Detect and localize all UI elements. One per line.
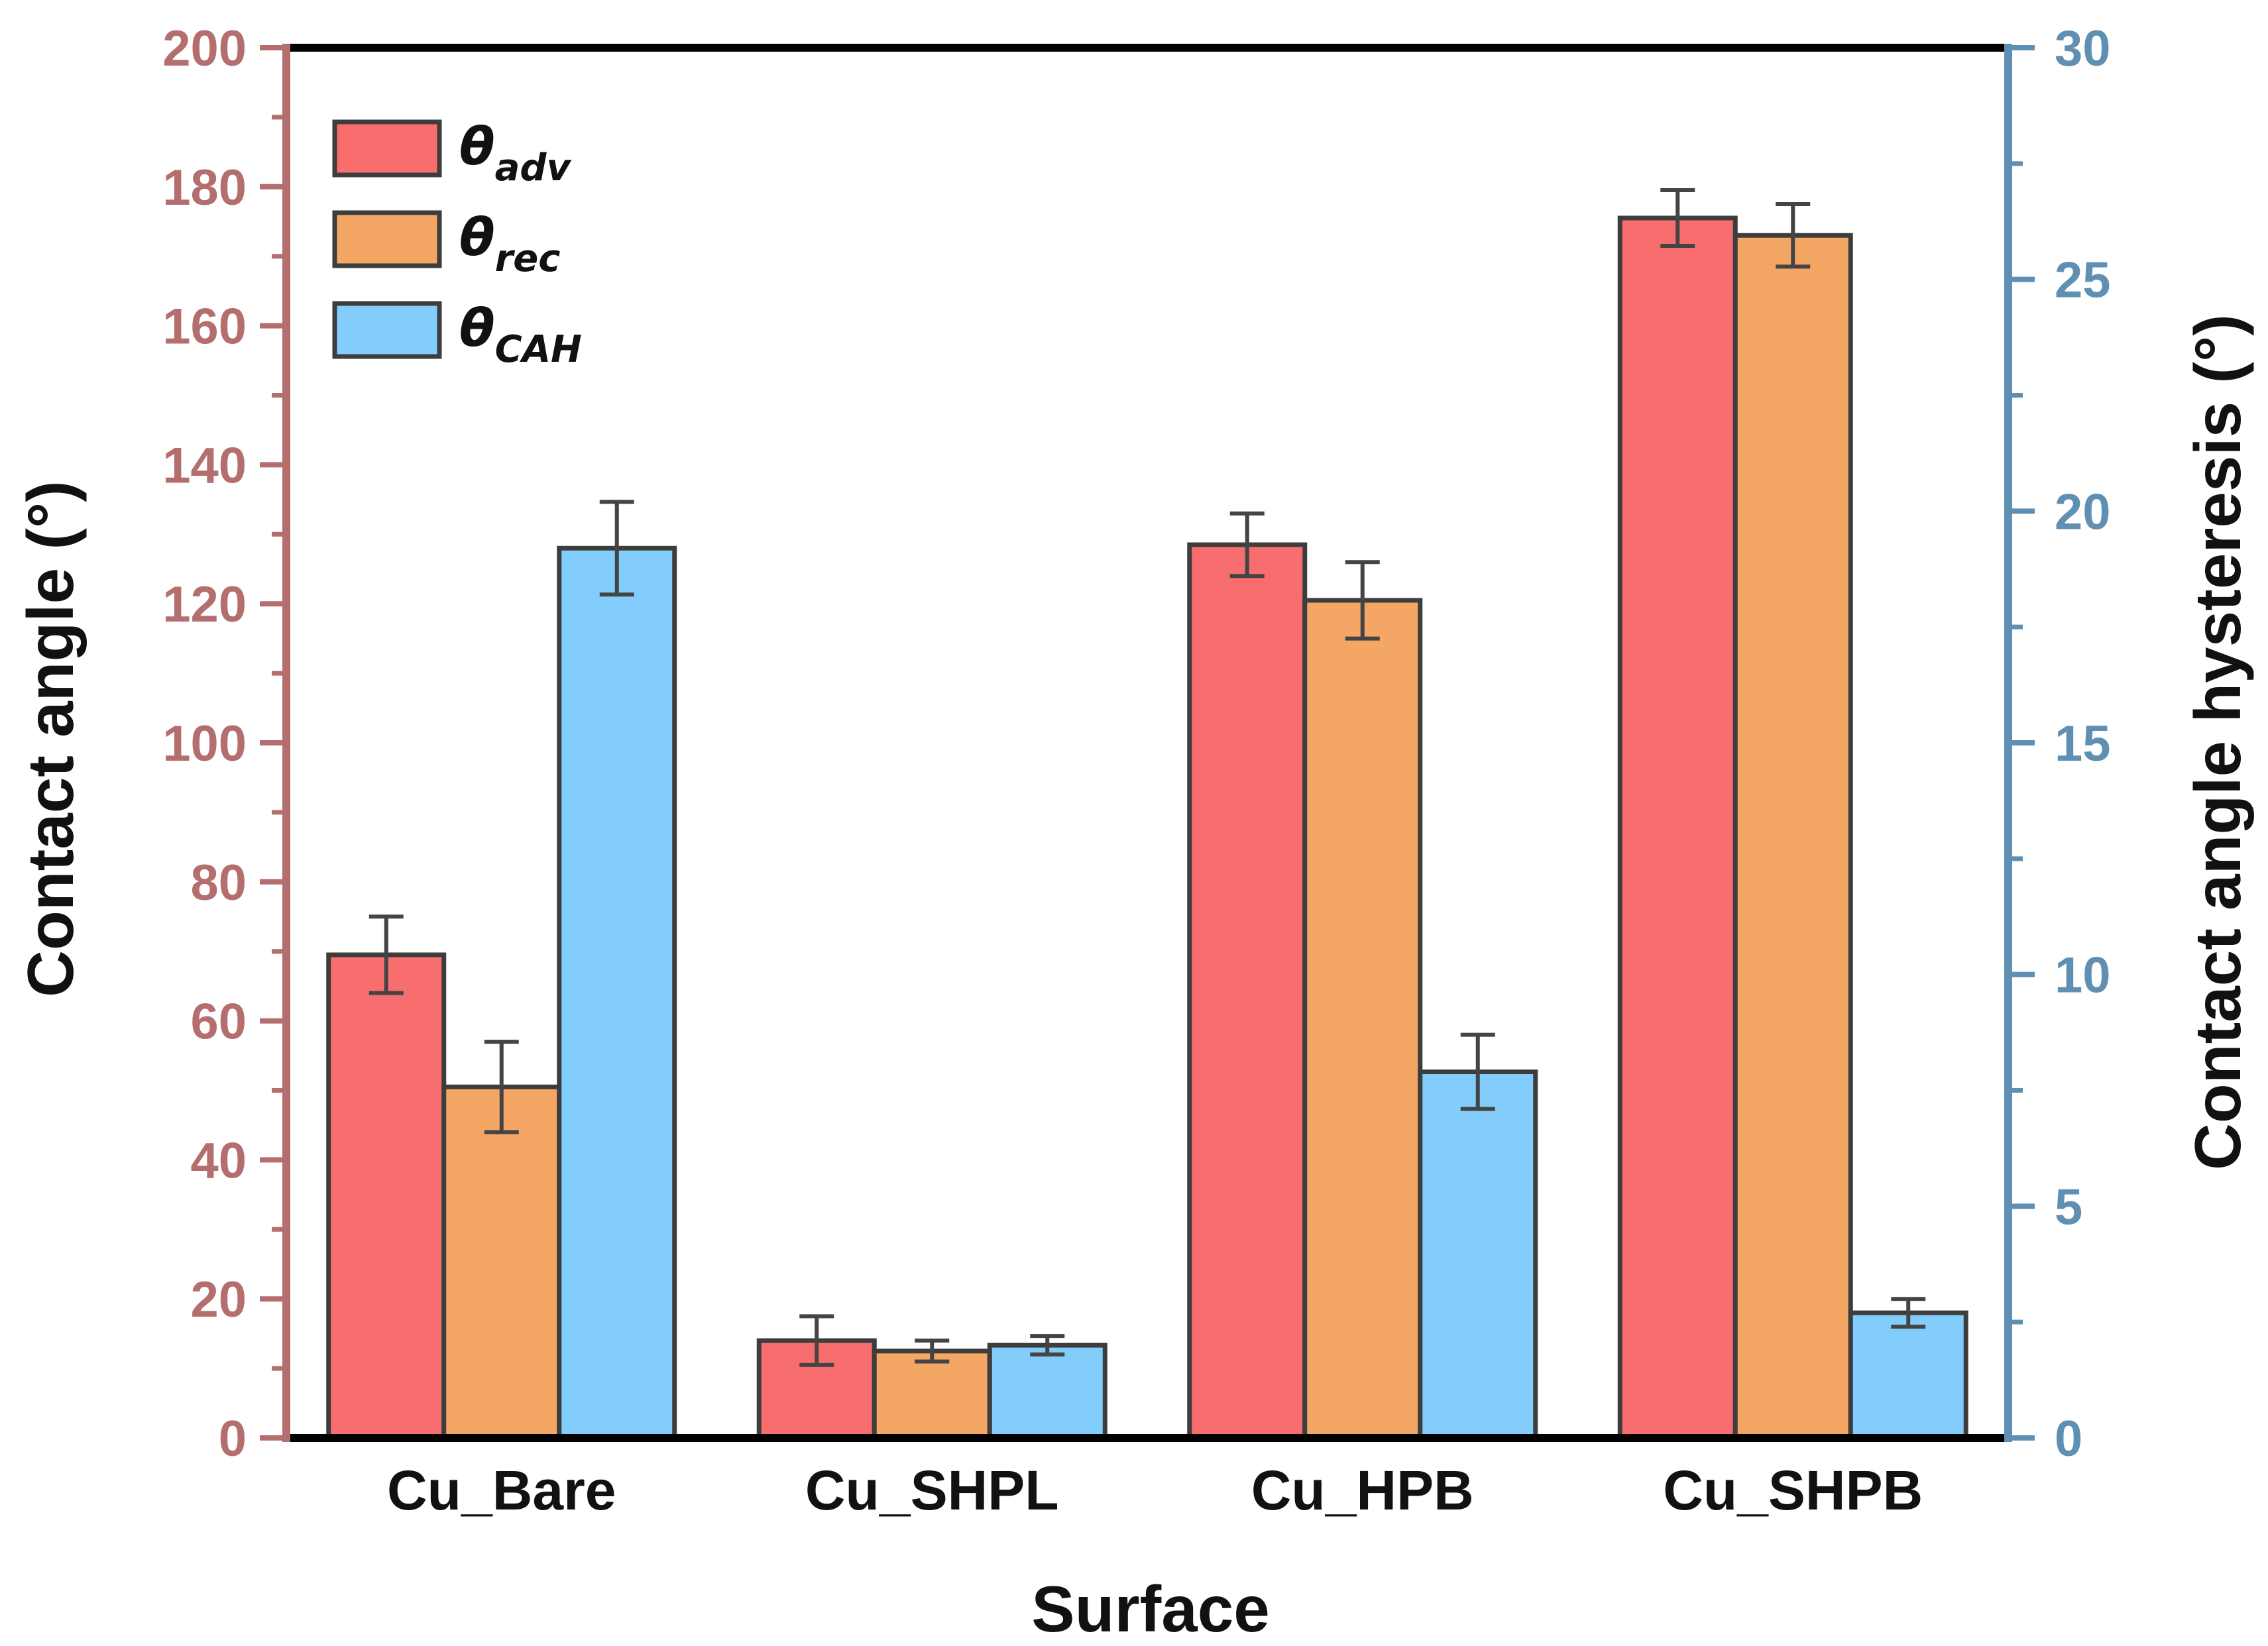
x-tick-label-cu-hpb: Cu_HPB [1251, 1459, 1474, 1521]
legend-label-cah: θCAH [459, 299, 582, 371]
legend-swatch-rec [332, 210, 442, 268]
legend-subscript: rec [495, 237, 561, 280]
y-tick-label: 100 [162, 716, 247, 772]
y2-tick-label: 30 [2055, 21, 2111, 77]
y2-tick-label: 20 [2055, 484, 2111, 540]
legend-label-rec: θrec [459, 208, 560, 280]
legend-swatch-adv [332, 119, 442, 178]
y2-tick-label: 25 [2055, 252, 2111, 309]
axes-layer: 0 20 40 60 80 100 120 140 160 180 200 0 5 10 15 20 25 30 C… [162, 21, 2110, 1521]
bar-cah-cu-hpb [1418, 1070, 1538, 1441]
y2-tick-label: 10 [2055, 948, 2111, 1004]
x-tick-label-cu-shpb: Cu_SHPB [1663, 1459, 1923, 1521]
legend-label-adv: θadv [459, 117, 571, 190]
bar-rec-cu-shpb [1732, 233, 1853, 1441]
legend-swatch-cah [332, 301, 442, 359]
y-tick-label: 0 [219, 1411, 247, 1467]
bars-layer [326, 215, 1968, 1441]
bar-rec-cu-hpb [1302, 598, 1423, 1441]
bar-rec-cu-shpl [872, 1348, 992, 1441]
y2-tick-label: 0 [2055, 1411, 2082, 1467]
y-tick-label: 80 [190, 855, 247, 911]
x-tick-label-cu-bare: Cu_Bare [387, 1459, 616, 1521]
y2-tick-label: 15 [2055, 716, 2111, 772]
y-tick-label: 20 [190, 1272, 247, 1328]
legend: θadv θrec θCAH [332, 117, 582, 371]
y-axis-title: Contact angle (°) [14, 480, 87, 997]
error-bars-layer [369, 188, 1926, 1367]
y-tick-label: 40 [190, 1132, 247, 1189]
bar-cah-cu-shpl [987, 1343, 1107, 1441]
y-tick-label: 120 [162, 576, 247, 633]
x-tick-label-cu-shpl: Cu_SHPL [805, 1459, 1059, 1521]
bar-adv-cu-bare [326, 952, 447, 1441]
bar-cah-cu-shpb [1848, 1310, 1968, 1441]
bar-adv-cu-shpb [1617, 215, 1738, 1441]
bar-cah-cu-bare [557, 545, 677, 1441]
legend-subscript: CAH [495, 328, 582, 371]
y-tick-label: 160 [162, 299, 247, 355]
y-tick-label: 60 [190, 994, 247, 1050]
y2-axis-title: Contact angle hysteresis (°) [2181, 314, 2254, 1170]
y2-tick-label: 5 [2055, 1179, 2082, 1235]
y-tick-label: 180 [162, 160, 247, 216]
legend-subscript: adv [495, 146, 572, 190]
bar-rec-cu-bare [441, 1084, 562, 1441]
y-tick-label: 140 [162, 437, 247, 494]
bar-adv-cu-hpb [1187, 542, 1308, 1441]
y-tick-label: 200 [162, 21, 247, 77]
x-axis-title: Surface [1031, 1572, 1270, 1645]
